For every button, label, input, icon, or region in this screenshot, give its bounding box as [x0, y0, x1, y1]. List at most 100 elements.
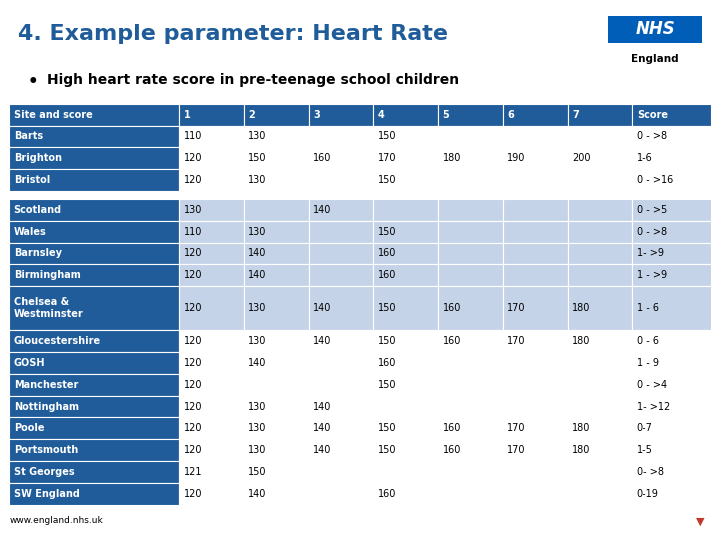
Bar [503, 147, 567, 169]
Text: 150: 150 [378, 175, 396, 185]
Bar [9, 169, 179, 191]
Bar [179, 221, 244, 242]
Text: Bristol: Bristol [14, 175, 50, 185]
Bar [503, 374, 567, 396]
Bar [503, 125, 567, 147]
Text: 120: 120 [184, 336, 202, 346]
Bar [374, 242, 438, 265]
Bar [503, 396, 567, 417]
Bar [9, 265, 179, 286]
Text: Manchester: Manchester [14, 380, 78, 390]
Text: 0 - >5: 0 - >5 [636, 205, 667, 215]
Bar [567, 125, 632, 147]
Bar [503, 417, 567, 440]
Text: 150: 150 [378, 336, 396, 346]
Bar [309, 221, 374, 242]
Bar [179, 265, 244, 286]
Text: 140: 140 [248, 489, 266, 499]
Text: 1-5: 1-5 [636, 446, 652, 455]
Bar [244, 461, 309, 483]
Text: Poole: Poole [14, 423, 44, 434]
Bar [503, 199, 567, 221]
Bar [438, 169, 503, 191]
Text: 3: 3 [313, 110, 320, 120]
Text: 150: 150 [248, 467, 266, 477]
Bar [244, 352, 309, 374]
Text: High heart rate score in pre-teenage school children: High heart rate score in pre-teenage sch… [47, 73, 459, 87]
Bar [179, 417, 244, 440]
Bar [244, 286, 309, 330]
Bar [632, 483, 711, 505]
Text: www.england.nhs.uk: www.england.nhs.uk [9, 516, 103, 525]
Text: 160: 160 [378, 358, 396, 368]
Text: 7: 7 [572, 110, 579, 120]
Bar [244, 242, 309, 265]
Bar [567, 374, 632, 396]
Bar [567, 147, 632, 169]
Bar [244, 125, 309, 147]
Bar [9, 242, 179, 265]
Bar [567, 199, 632, 221]
Bar [179, 461, 244, 483]
Text: 140: 140 [313, 205, 331, 215]
Bar [244, 440, 309, 461]
Text: 1- >9: 1- >9 [636, 248, 664, 259]
Text: 150: 150 [378, 227, 396, 237]
Text: SW England: SW England [14, 489, 79, 499]
Text: 0 - 6: 0 - 6 [636, 336, 659, 346]
Bar [374, 352, 438, 374]
Bar [632, 330, 711, 352]
Bar [179, 104, 244, 125]
Bar [9, 374, 179, 396]
Bar [438, 125, 503, 147]
Text: NHS: NHS [635, 21, 675, 38]
Bar [503, 242, 567, 265]
Bar [438, 461, 503, 483]
Text: Scotland: Scotland [14, 205, 62, 215]
Text: 160: 160 [443, 423, 461, 434]
Bar [374, 221, 438, 242]
Bar [632, 461, 711, 483]
Bar [632, 374, 711, 396]
Text: Portsmouth: Portsmouth [14, 446, 78, 455]
Bar [9, 461, 179, 483]
Text: 140: 140 [248, 271, 266, 280]
Bar [632, 396, 711, 417]
Text: •: • [27, 73, 38, 91]
Text: 1: 1 [184, 110, 190, 120]
Text: 200: 200 [572, 153, 590, 163]
Text: 150: 150 [378, 423, 396, 434]
Bar [179, 440, 244, 461]
Text: 120: 120 [184, 248, 202, 259]
Text: 6: 6 [508, 110, 514, 120]
Bar [567, 352, 632, 374]
Text: 160: 160 [443, 303, 461, 313]
Bar [438, 265, 503, 286]
Bar [179, 125, 244, 147]
Bar [309, 147, 374, 169]
Bar [438, 199, 503, 221]
Bar [309, 330, 374, 352]
Text: 140: 140 [313, 446, 331, 455]
Bar [374, 374, 438, 396]
Bar [567, 483, 632, 505]
Bar [309, 286, 374, 330]
Text: 170: 170 [378, 153, 396, 163]
Text: 140: 140 [313, 402, 331, 411]
Text: 170: 170 [508, 303, 526, 313]
Bar [9, 396, 179, 417]
Bar [244, 221, 309, 242]
Text: 140: 140 [248, 358, 266, 368]
Bar [244, 265, 309, 286]
Text: 130: 130 [184, 205, 202, 215]
Bar [309, 352, 374, 374]
Text: Wales: Wales [14, 227, 46, 237]
Bar [438, 242, 503, 265]
Text: Barnsley: Barnsley [14, 248, 62, 259]
Bar [9, 483, 179, 505]
Bar [179, 374, 244, 396]
Text: 160: 160 [378, 248, 396, 259]
Bar [567, 265, 632, 286]
Bar [567, 330, 632, 352]
Bar [438, 286, 503, 330]
